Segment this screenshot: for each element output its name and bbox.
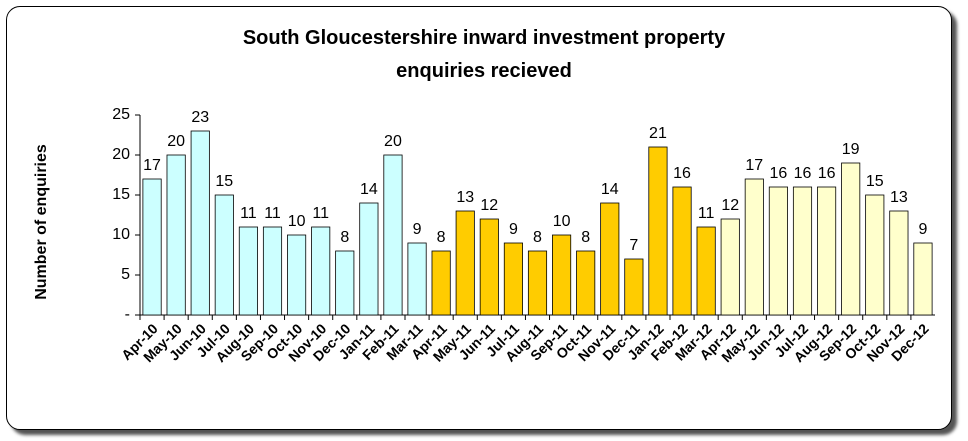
data-label: 8 <box>533 229 542 246</box>
bar <box>214 194 234 316</box>
data-label: 16 <box>818 165 836 182</box>
data-label: 17 <box>745 157 763 174</box>
bar <box>166 154 186 316</box>
data-label: 12 <box>480 197 498 214</box>
data-label: 10 <box>288 213 306 230</box>
bar <box>142 178 162 316</box>
data-label: 13 <box>890 189 908 206</box>
bar <box>576 250 596 316</box>
data-label: 7 <box>629 237 638 254</box>
bar <box>600 202 620 316</box>
bar <box>262 226 283 316</box>
data-label: 14 <box>360 181 378 198</box>
y-tick-label: 25 <box>112 106 130 123</box>
y-tick-label: 10 <box>112 226 130 243</box>
data-label: 20 <box>167 133 185 150</box>
chart-title: South Gloucestershire inward investment … <box>242 27 726 82</box>
data-label: 15 <box>866 173 884 190</box>
data-label: 21 <box>649 125 667 142</box>
bar <box>431 250 451 316</box>
bar <box>479 218 499 316</box>
data-label: 8 <box>340 229 349 246</box>
data-label: 16 <box>794 165 812 182</box>
bar <box>720 218 740 316</box>
data-label: 9 <box>413 221 422 238</box>
bar <box>792 186 813 316</box>
data-label: 14 <box>601 181 619 198</box>
bar <box>768 186 788 316</box>
data-label: 8 <box>437 229 446 246</box>
bar <box>287 234 307 316</box>
y-tick-label: 15 <box>112 186 130 203</box>
bar <box>744 178 764 316</box>
y-tick-label: 5 <box>121 266 130 283</box>
bar <box>624 258 644 316</box>
data-label: 11 <box>698 205 715 222</box>
bar <box>503 242 523 316</box>
data-label: 17 <box>143 157 161 174</box>
data-label: 10 <box>553 213 571 230</box>
bar <box>841 162 861 316</box>
data-label: 13 <box>456 189 474 206</box>
data-label: 15 <box>215 173 233 190</box>
data-label: 19 <box>842 141 860 158</box>
data-label: 11 <box>312 205 329 222</box>
data-label: 12 <box>721 197 739 214</box>
data-label: 20 <box>384 133 402 150</box>
data-label: 23 <box>191 109 209 126</box>
y-axis-label: Number of enquiries <box>33 144 50 300</box>
data-label: 16 <box>673 165 691 182</box>
y-tick-label: 20 <box>112 146 130 163</box>
bar <box>359 202 379 316</box>
bar <box>552 234 572 316</box>
bar <box>238 226 258 316</box>
data-label: 11 <box>264 205 281 222</box>
data-label: 11 <box>240 205 257 222</box>
bar <box>407 242 427 316</box>
bar <box>527 250 548 316</box>
bar <box>817 186 837 316</box>
bar <box>311 226 331 316</box>
bar <box>648 146 668 316</box>
data-label: 9 <box>919 221 928 238</box>
bar <box>889 210 909 316</box>
bar <box>190 130 210 316</box>
bar <box>696 226 716 316</box>
bar <box>865 194 885 316</box>
bar <box>335 250 355 316</box>
y-tick-label: - <box>125 306 130 323</box>
data-label: 9 <box>509 221 518 238</box>
bar <box>383 154 403 316</box>
bar <box>672 186 692 316</box>
bar <box>455 210 475 316</box>
data-label: 16 <box>770 165 788 182</box>
bar <box>913 242 933 316</box>
data-label: 8 <box>581 229 590 246</box>
